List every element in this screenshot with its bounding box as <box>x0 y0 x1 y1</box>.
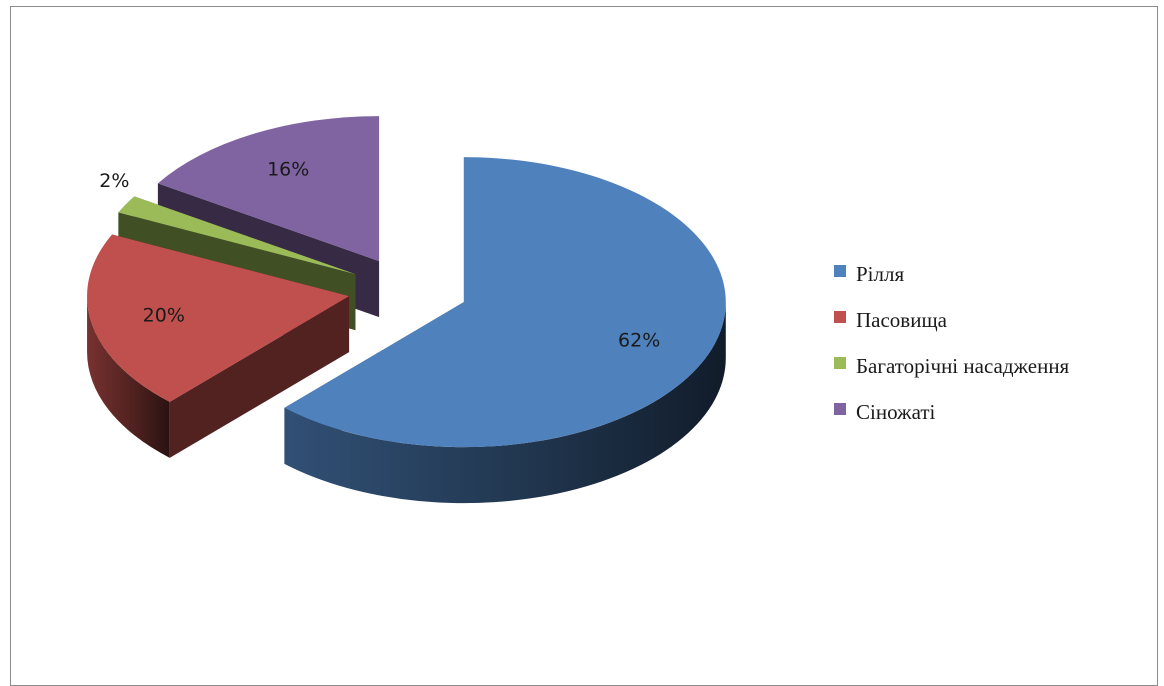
pie-slice-top <box>157 116 380 262</box>
pie-slice-top <box>87 234 350 402</box>
legend-label-3: Багаторічні насадження <box>856 354 1070 378</box>
data-label-2: 20% <box>143 305 185 327</box>
legend-label-1: Рілля <box>856 262 904 286</box>
legend-swatch-2 <box>834 311 846 323</box>
pie-slice-rim <box>284 302 726 504</box>
pie-slice-2 <box>87 234 350 458</box>
pie-slice-1 <box>284 157 726 504</box>
pie-slice-rim <box>87 296 170 458</box>
legend-label-2: Пасовища <box>856 308 948 332</box>
slice-layer <box>87 116 726 504</box>
legend-swatch-4 <box>834 403 846 415</box>
legend-swatch-1 <box>834 265 846 277</box>
pie-slice-top <box>284 157 726 448</box>
legend-label-4: Сіножаті <box>856 400 936 424</box>
legend: Рілля Пасовища Багаторічні насадження Сінож… <box>834 262 1070 424</box>
data-label-1: 62% <box>618 330 660 352</box>
data-label-3: 2% <box>99 170 129 192</box>
data-label-layer: 62% 20% 2% 16% <box>99 159 660 352</box>
data-label-4: 16% <box>267 159 309 181</box>
legend-swatch-3 <box>834 357 846 369</box>
pie-slice-top <box>118 196 356 275</box>
